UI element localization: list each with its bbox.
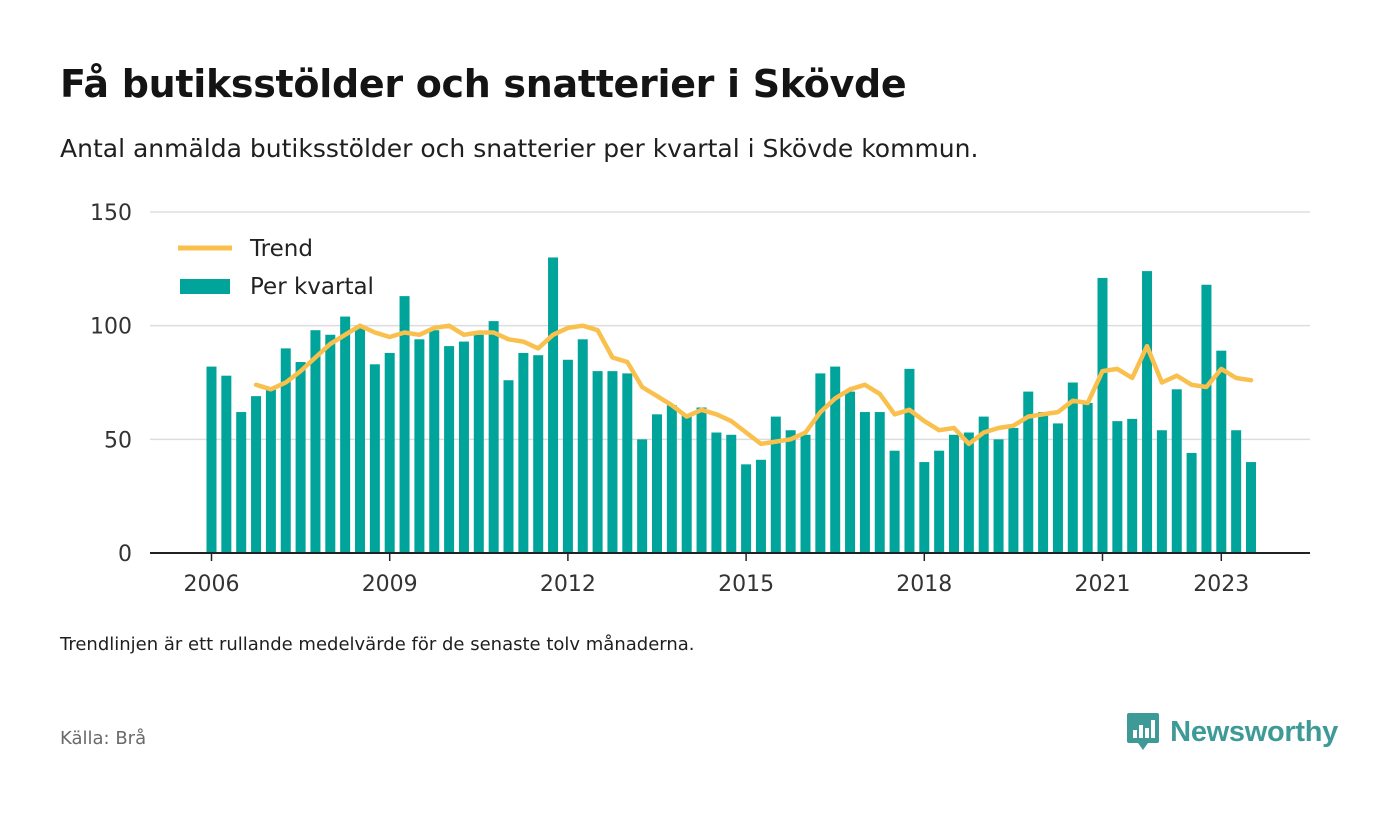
chart-subtitle: Antal anmälda butiksstölder och snatteri… — [60, 134, 979, 163]
bar-q70 — [1231, 430, 1242, 553]
y-tick-label-150: 150 — [90, 201, 132, 226]
legend-label-per-kvartal: Per kvartal — [250, 274, 374, 300]
bar-q5 — [265, 387, 276, 553]
bar-q62 — [1112, 421, 1123, 553]
bar-q66 — [1171, 389, 1182, 553]
bar-q59 — [1067, 382, 1078, 553]
bar-q65 — [1156, 430, 1167, 553]
bar-q14 — [399, 296, 410, 553]
bar-q42 — [815, 373, 826, 553]
chart-footnote: Trendlinjen är ett rullande medelvärde f… — [60, 634, 695, 655]
bar-q58 — [1052, 423, 1063, 553]
trend-line — [253, 323, 1254, 447]
bar-q9 — [325, 334, 336, 553]
bar-q35 — [711, 432, 722, 553]
bar-q55 — [1008, 427, 1019, 553]
bar-q46 — [874, 412, 885, 553]
x-tick-label-2009: 2009 — [362, 572, 418, 597]
source-label: Källa: Brå — [60, 728, 147, 749]
bar-q34 — [696, 407, 707, 553]
bar-q15 — [414, 339, 425, 553]
bar-q57 — [1038, 412, 1049, 553]
chart-area: 0 50 100 150 2006 2009 2012 2015 2018 2021 2023 Tr… — [90, 201, 1310, 597]
bar-q32 — [666, 405, 677, 553]
bar-q29 — [622, 373, 633, 553]
bar-q63 — [1127, 418, 1138, 553]
bar-q1 — [206, 366, 217, 553]
bar-q10 — [340, 316, 351, 553]
bar-q19 — [473, 334, 484, 553]
chart-title: Få butiksstölder och snatterier i Skövde — [60, 62, 907, 106]
bar-q8 — [310, 330, 321, 553]
bar-q11 — [355, 325, 365, 553]
bar-q38 — [755, 459, 766, 553]
bar-q24 — [548, 257, 559, 553]
legend-label-trend: Trend — [249, 236, 313, 262]
bar-q16 — [429, 330, 440, 553]
bar-q56 — [1023, 391, 1034, 553]
bar-q68 — [1201, 284, 1212, 553]
bar-q43 — [830, 366, 841, 553]
brand-name: Newsworthy — [1170, 715, 1338, 748]
bar-q51 — [949, 434, 959, 553]
bar-series-per-kvartal — [206, 257, 1256, 553]
bar-q12 — [369, 364, 380, 553]
y-tick-label-100: 100 — [90, 315, 132, 340]
bar-q4 — [251, 396, 262, 553]
bar-q36 — [726, 434, 737, 553]
bar-q50 — [934, 450, 945, 553]
bar-q41 — [800, 434, 811, 553]
bar-q33 — [681, 414, 692, 553]
bar-q37 — [741, 464, 752, 553]
bar-q21 — [503, 380, 514, 553]
x-tick-label-2006: 2006 — [184, 572, 240, 597]
bar-q64 — [1142, 271, 1153, 553]
newsworthy-logo-icon — [1127, 713, 1160, 750]
bar-q67 — [1186, 452, 1197, 553]
bar-q44 — [845, 391, 856, 553]
brand-logo: Newsworthy — [1126, 712, 1338, 752]
legend-swatch-per-kvartal — [180, 279, 230, 294]
bar-q47 — [889, 450, 900, 553]
bar-q45 — [859, 412, 870, 553]
bar-q28 — [607, 371, 618, 553]
bar-q30 — [637, 439, 648, 553]
bar-q7 — [295, 362, 306, 553]
bar-q52 — [963, 432, 974, 553]
bar-q71 — [1246, 462, 1256, 553]
legend: Trend Per kvartal — [178, 236, 374, 300]
y-tick-label-0: 0 — [118, 542, 132, 567]
bar-q13 — [384, 352, 395, 553]
y-tick-label-50: 50 — [104, 428, 132, 453]
bar-q27 — [592, 371, 603, 553]
bar-q54 — [993, 439, 1004, 553]
axes: 0 50 100 150 2006 2009 2012 2015 2018 2021 2023 — [90, 201, 1310, 597]
gridlines — [150, 211, 1310, 441]
bar-q2 — [221, 375, 232, 553]
x-tick-label-2021: 2021 — [1075, 572, 1131, 597]
x-tick-label-2015: 2015 — [718, 572, 774, 597]
bar-q25 — [562, 359, 573, 553]
bar-q18 — [458, 341, 469, 553]
x-tick-label-2023: 2023 — [1193, 572, 1249, 597]
bar-q60 — [1082, 402, 1093, 553]
x-tick-label-2012: 2012 — [540, 572, 596, 597]
bar-q61 — [1097, 277, 1108, 553]
bar-q69 — [1216, 350, 1227, 553]
bar-q31 — [652, 414, 662, 553]
bar-q53 — [978, 416, 989, 553]
bar-q22 — [518, 352, 529, 553]
bar-q17 — [444, 346, 455, 553]
bar-q23 — [533, 355, 544, 553]
bar-q39 — [770, 416, 781, 553]
bar-q3 — [236, 412, 247, 553]
line-series-trend — [253, 323, 1254, 447]
bar-q49 — [919, 462, 930, 553]
bar-q40 — [785, 430, 796, 553]
bar-q48 — [904, 368, 915, 553]
bar-q20 — [488, 321, 499, 553]
bar-q6 — [280, 348, 291, 553]
x-tick-label-2018: 2018 — [896, 572, 952, 597]
bar-q26 — [577, 339, 588, 553]
